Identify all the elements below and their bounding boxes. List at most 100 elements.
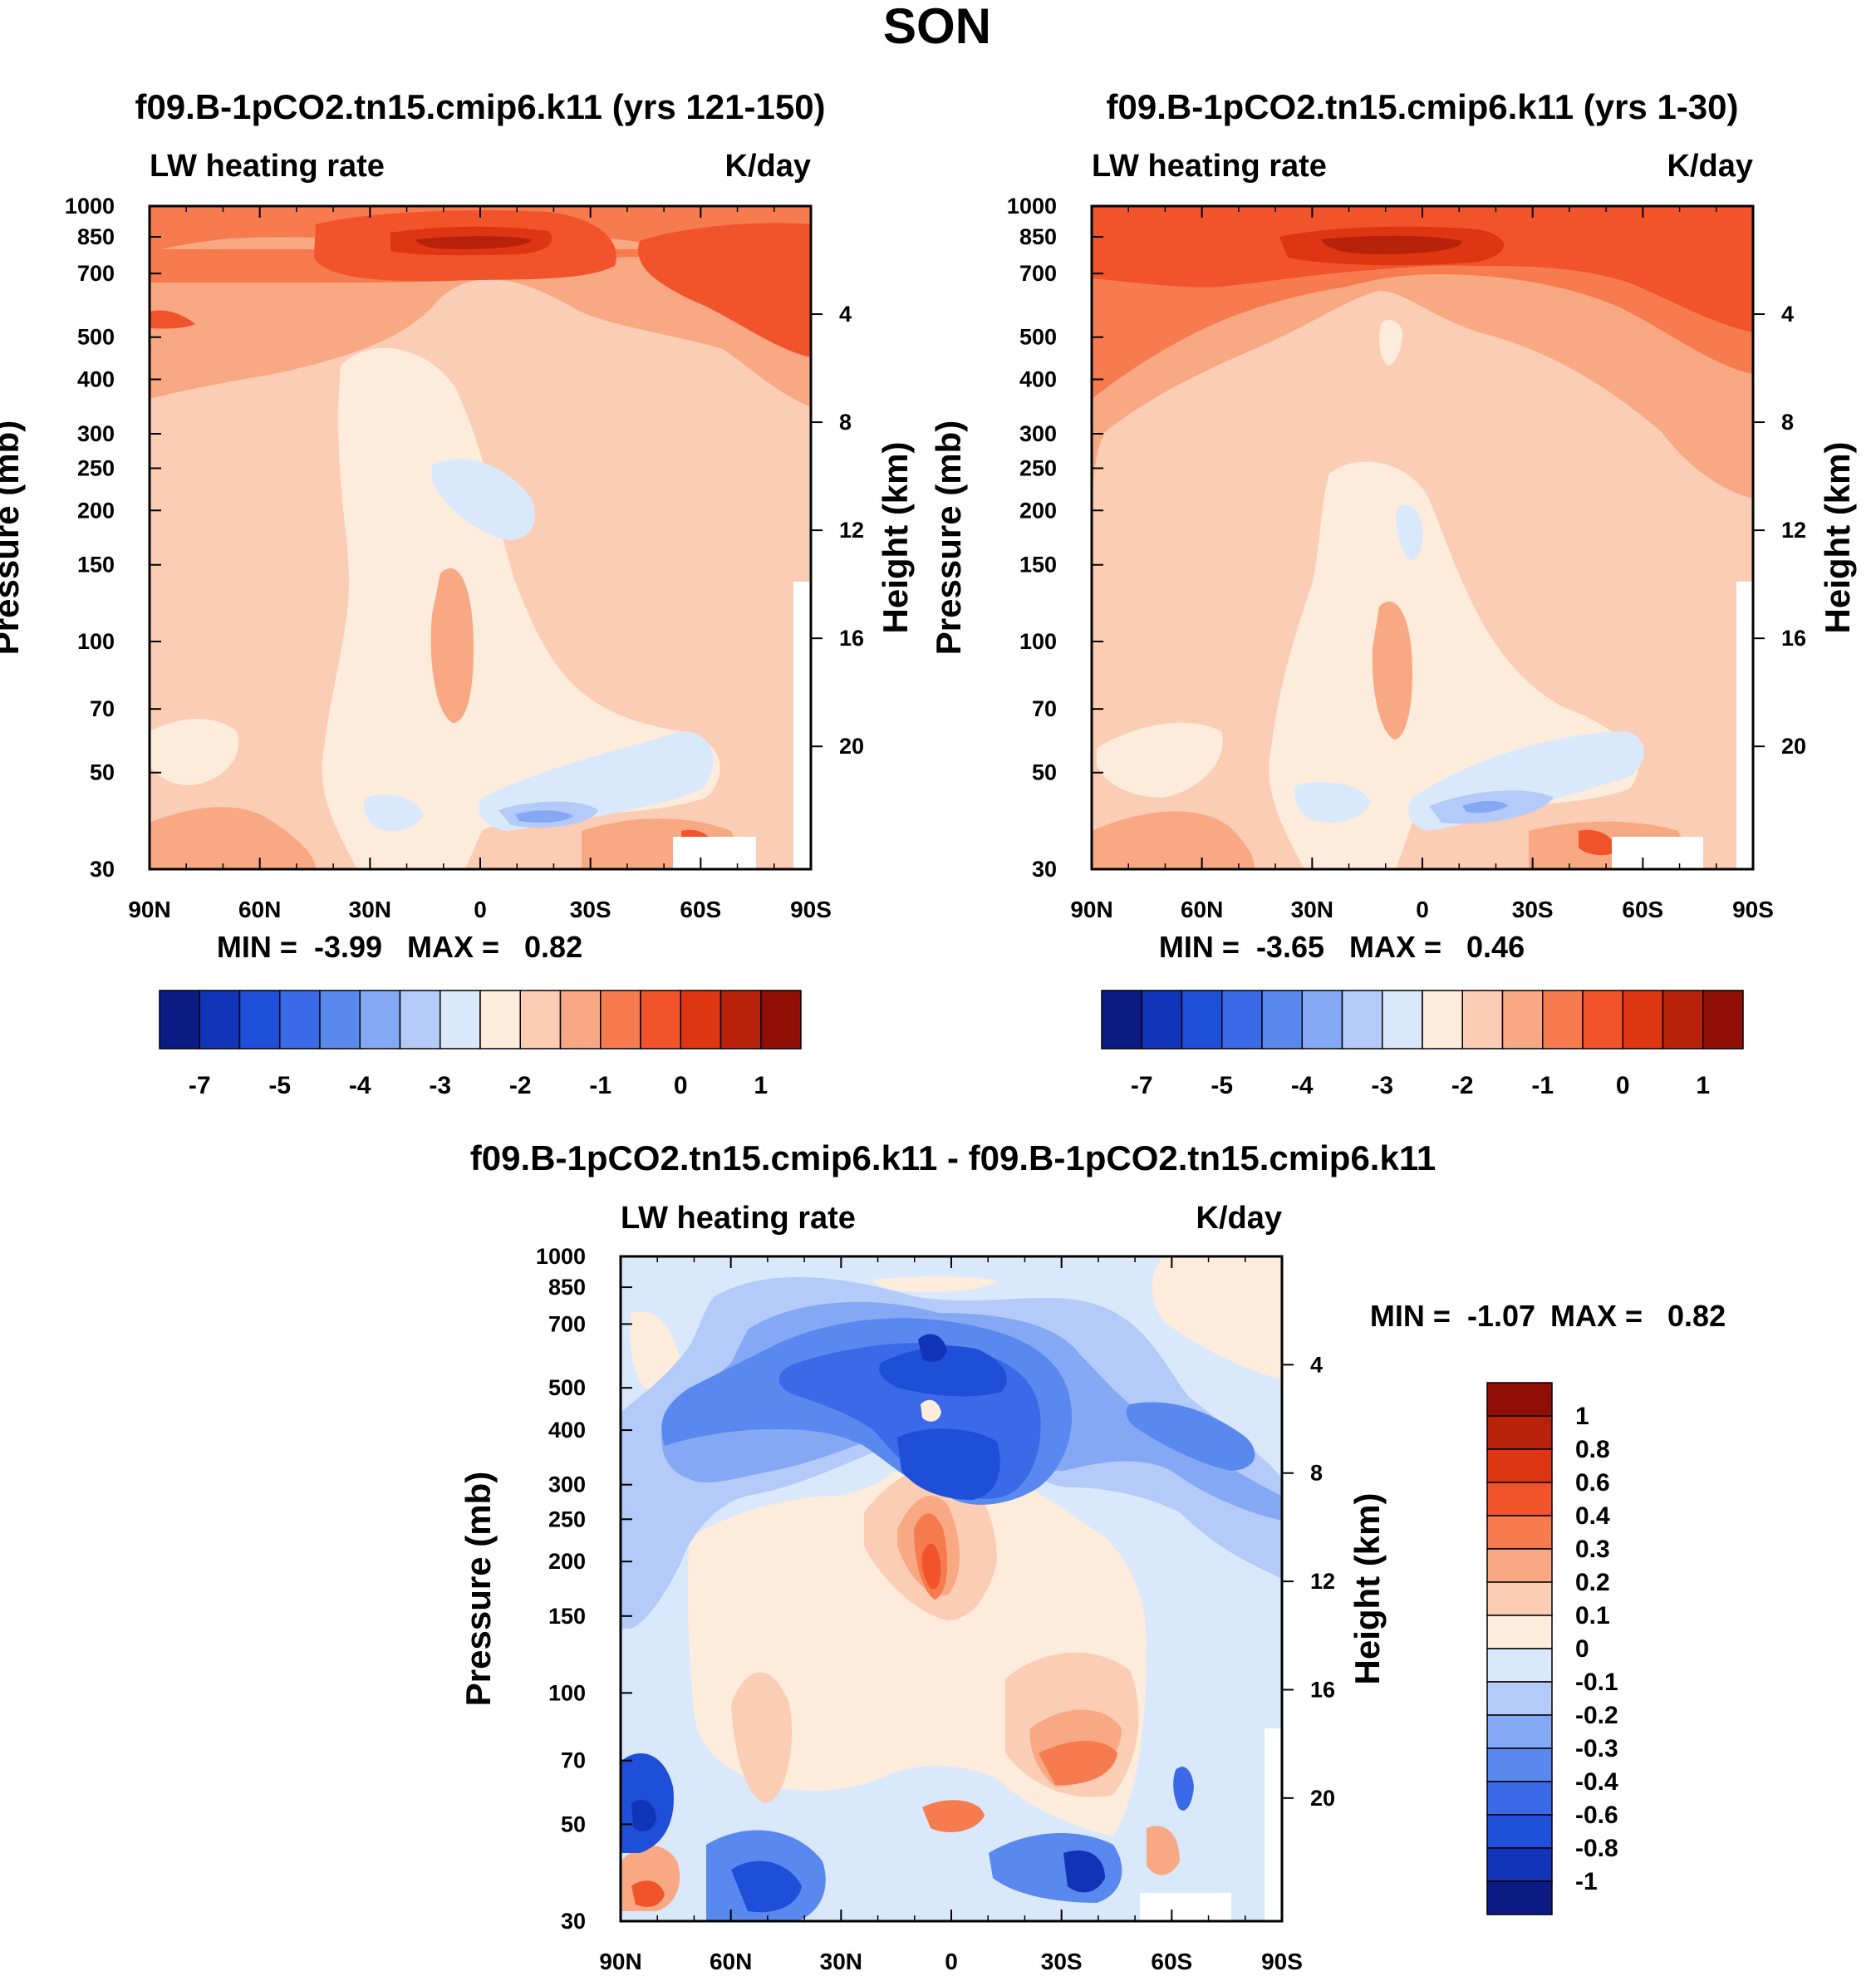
colorbar-cell	[199, 990, 241, 1049]
panel-2-units: K/day	[1667, 149, 1753, 184]
colorbar-label: -7	[189, 1072, 211, 1099]
colorbar-cell	[359, 990, 401, 1049]
height-tick-label: 20	[1310, 1786, 1335, 1811]
height-axis-title: Height (km)	[1818, 442, 1857, 634]
colorbar-cell	[519, 990, 562, 1049]
panel-3-band-minus-0.8-lowleft	[631, 1800, 656, 1831]
colorbar-label: 0.8	[1575, 1436, 1610, 1463]
x-tick-label: 0	[945, 1949, 958, 1974]
colorbar-cell	[1486, 1814, 1553, 1849]
colorbar-label: -0.8	[1575, 1835, 1618, 1862]
colorbar-label: -1	[1575, 1868, 1598, 1895]
panel-1-axes: 90N 60N 30N 0 30S 60S 90S 30 50 70 100 150 200 250 300…	[0, 194, 915, 922]
panel-3-band-minus-0.6-core	[897, 1428, 1000, 1500]
panel-3-band-minus-0.6-lowmid	[731, 1861, 802, 1913]
colorbar-label: -2	[1451, 1072, 1474, 1099]
x-tick-label: 90N	[1070, 897, 1112, 922]
colorbar-label: 1	[754, 1072, 768, 1099]
colorbar-cell	[760, 990, 802, 1049]
colorbar-cell	[1422, 990, 1463, 1049]
height-tick-label: 16	[839, 626, 864, 651]
x-tick-label: 60S	[1622, 897, 1663, 922]
colorbar-label: -5	[1211, 1072, 1233, 1099]
panel-3-band-0.2	[731, 1672, 793, 1803]
colorbar-label: 0.3	[1575, 1536, 1610, 1563]
colorbar-label: -0.2	[1575, 1702, 1618, 1729]
panel-3-band-0.3-lowright	[1147, 1826, 1180, 1875]
y-axis-title: Pressure (mb)	[459, 1472, 498, 1706]
colorbar-cell	[1486, 1415, 1553, 1450]
colorbar-label: -4	[349, 1072, 371, 1099]
panel-2-band-minus-3-top	[1379, 319, 1402, 366]
y-tick-label: 1000	[1007, 194, 1057, 219]
height-tick-label: 8	[1781, 410, 1794, 435]
x-tick-label: 60N	[1181, 897, 1223, 922]
panel-1-band-minus-3	[322, 347, 720, 869]
panel-3-band-minus-0.8	[918, 1334, 947, 1362]
height-tick-label: 4	[839, 302, 852, 327]
colorbar-cell	[1486, 1681, 1553, 1716]
y-tick-label: 200	[77, 498, 115, 523]
panel-1-band-minus-3-left	[150, 719, 239, 785]
height-axis-title: Height (km)	[1348, 1493, 1387, 1685]
x-tick-label: 60S	[1151, 1949, 1192, 1974]
panel-1-missing-edge	[793, 582, 811, 869]
panel-2-band-minus-4	[1396, 504, 1423, 560]
colorbar-cell	[279, 990, 321, 1049]
y-tick-label: 500	[77, 325, 115, 350]
colorbar-cell	[1486, 1581, 1553, 1616]
x-tick-label: 90S	[1732, 897, 1774, 922]
panel-3-colorbar: 1 0.8 0.6 0.4 0.3 0.2 0.1 0 -0.1 -0.2 -0.3 -0.4 -0.6…	[1486, 1382, 1618, 1915]
panel-3-band-0.1-top-strip	[872, 1276, 997, 1293]
y-tick-label: 700	[77, 261, 115, 286]
height-tick-label: 20	[839, 734, 864, 759]
colorbar-label: -0.6	[1575, 1802, 1618, 1829]
x-tick-label: 30S	[1512, 897, 1554, 922]
panel-3-left-label: LW heating rate	[621, 1201, 856, 1236]
colorbar-cell	[1301, 990, 1343, 1049]
x-tick-label: 90S	[790, 897, 832, 922]
y-tick-label: 500	[1019, 325, 1057, 350]
panel-3-band-0.6-mid	[921, 1543, 941, 1590]
panel-1-band-minus-4	[432, 459, 535, 540]
colorbar-label: -5	[268, 1072, 291, 1099]
colorbar-cell	[1702, 990, 1744, 1049]
panel-1: f09.B-1pCO2.tn15.cmip6.k11 (yrs 121-150)…	[0, 87, 915, 1099]
panel-2-band-3	[1321, 235, 1462, 254]
colorbar-cell	[1486, 1847, 1553, 1882]
colorbar-label: -7	[1131, 1072, 1153, 1099]
y-tick-label: 70	[90, 696, 115, 721]
panel-3-units: K/day	[1196, 1201, 1282, 1236]
colorbar-label: -3	[1371, 1072, 1393, 1099]
colorbar-cell	[1542, 990, 1584, 1049]
panel-2-max-label: MAX = 0.46	[1349, 930, 1525, 964]
y-tick-label: 200	[548, 1549, 586, 1574]
colorbar-label: 0	[1575, 1635, 1589, 1663]
panel-2-band-minus-4-left	[1294, 782, 1371, 823]
panel-1-min-label: MIN = -3.99	[217, 930, 382, 964]
x-tick-label: 30S	[1041, 1949, 1083, 1974]
y-tick-label: 1000	[65, 194, 115, 219]
panel-3-max-label: MAX = 0.82	[1550, 1299, 1726, 1333]
x-tick-label: 0	[474, 897, 487, 922]
colorbar-cell	[1141, 990, 1183, 1049]
panel-2-band-minus-1-low	[1092, 811, 1255, 869]
height-axis-title: Height (km)	[876, 442, 915, 634]
panel-1-left-label: LW heating rate	[150, 149, 385, 184]
y-tick-label: 700	[548, 1311, 586, 1336]
colorbar-label: 0	[674, 1072, 688, 1099]
y-tick-label: 150	[77, 553, 115, 578]
colorbar-cell	[1181, 990, 1223, 1049]
colorbar-label: 0	[1616, 1072, 1630, 1099]
panel-3-band-minus-0.8-lowright	[1063, 1850, 1105, 1893]
y-axis-title: Pressure (mb)	[0, 420, 26, 655]
colorbar-cell	[479, 990, 521, 1049]
panel-1-title: f09.B-1pCO2.tn15.cmip6.k11 (yrs 121-150)	[135, 87, 825, 126]
y-tick-label: 30	[90, 857, 115, 882]
panel-2: f09.B-1pCO2.tn15.cmip6.k11 (yrs 1-30) LW…	[929, 87, 1857, 1099]
colorbar-cell	[159, 990, 200, 1049]
colorbar-cell	[1486, 1548, 1553, 1583]
panel-3-band-0.4-right	[1039, 1741, 1117, 1786]
colorbar-cell	[1501, 990, 1544, 1049]
